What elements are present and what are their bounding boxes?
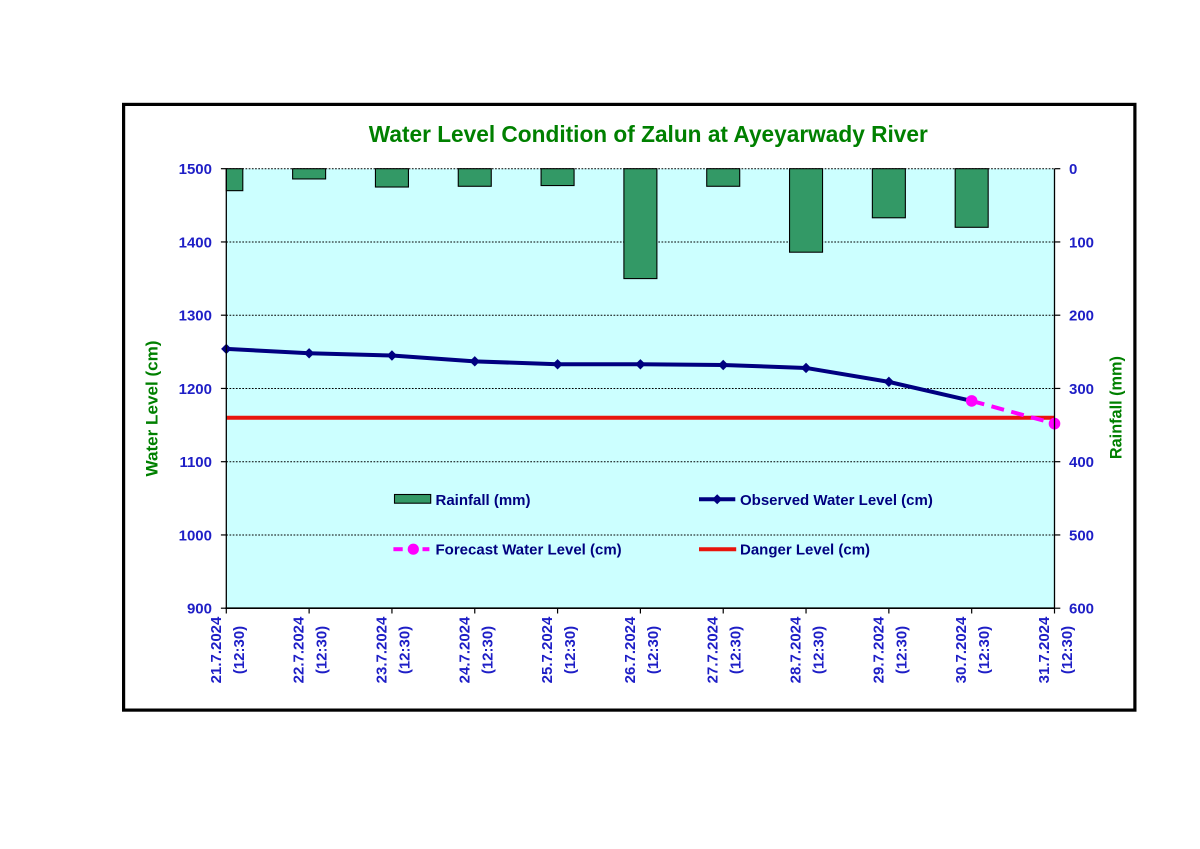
svg-text:1100: 1100 [179,454,212,471]
svg-text:1200: 1200 [179,381,212,398]
svg-text:22.7.2024: 22.7.2024 [291,616,308,683]
svg-text:(12:30): (12:30) [645,626,662,674]
svg-text:Water Level Condition of Zalun: Water Level Condition of Zalun at Ayeyar… [369,121,928,147]
svg-text:500: 500 [1069,527,1094,544]
svg-text:Rainfall (mm): Rainfall (mm) [1107,356,1126,459]
svg-text:(12:30): (12:30) [562,626,579,674]
svg-text:1300: 1300 [179,308,212,325]
svg-text:29.7.2024: 29.7.2024 [870,616,887,683]
svg-text:(12:30): (12:30) [314,626,331,674]
svg-text:(12:30): (12:30) [976,626,993,674]
svg-text:24.7.2024: 24.7.2024 [456,616,473,683]
svg-text:26.7.2024: 26.7.2024 [622,616,639,683]
svg-text:(12:30): (12:30) [893,626,910,674]
svg-text:600: 600 [1069,601,1094,618]
svg-text:0: 0 [1069,161,1077,178]
svg-text:1000: 1000 [179,527,212,544]
svg-text:30.7.2024: 30.7.2024 [953,616,970,683]
svg-text:Water Level (cm): Water Level (cm) [142,341,161,477]
svg-text:(12:30): (12:30) [1059,626,1076,674]
svg-text:23.7.2024: 23.7.2024 [373,616,390,683]
svg-text:900: 900 [187,601,212,618]
svg-text:300: 300 [1069,381,1094,398]
svg-text:(12:30): (12:30) [396,626,413,674]
svg-text:25.7.2024: 25.7.2024 [539,616,556,683]
svg-text:(12:30): (12:30) [728,626,745,674]
svg-text:(12:30): (12:30) [231,626,248,674]
svg-text:(12:30): (12:30) [811,626,828,674]
svg-text:1400: 1400 [179,234,212,251]
svg-text:21.7.2024: 21.7.2024 [208,616,225,683]
svg-text:Rainfall (mm): Rainfall (mm) [436,492,531,509]
svg-text:Forecast Water Level (cm): Forecast Water Level (cm) [436,542,622,559]
svg-text:Danger Level (cm): Danger Level (cm) [740,542,870,559]
svg-text:31.7.2024: 31.7.2024 [1036,616,1053,683]
svg-text:100: 100 [1069,234,1094,251]
svg-text:28.7.2024: 28.7.2024 [788,616,805,683]
svg-text:Observed Water Level (cm): Observed Water Level (cm) [740,492,933,509]
svg-text:27.7.2024: 27.7.2024 [705,616,722,683]
svg-text:400: 400 [1069,454,1094,471]
svg-text:(12:30): (12:30) [479,626,496,674]
svg-text:200: 200 [1069,308,1094,325]
svg-text:1500: 1500 [179,161,212,178]
